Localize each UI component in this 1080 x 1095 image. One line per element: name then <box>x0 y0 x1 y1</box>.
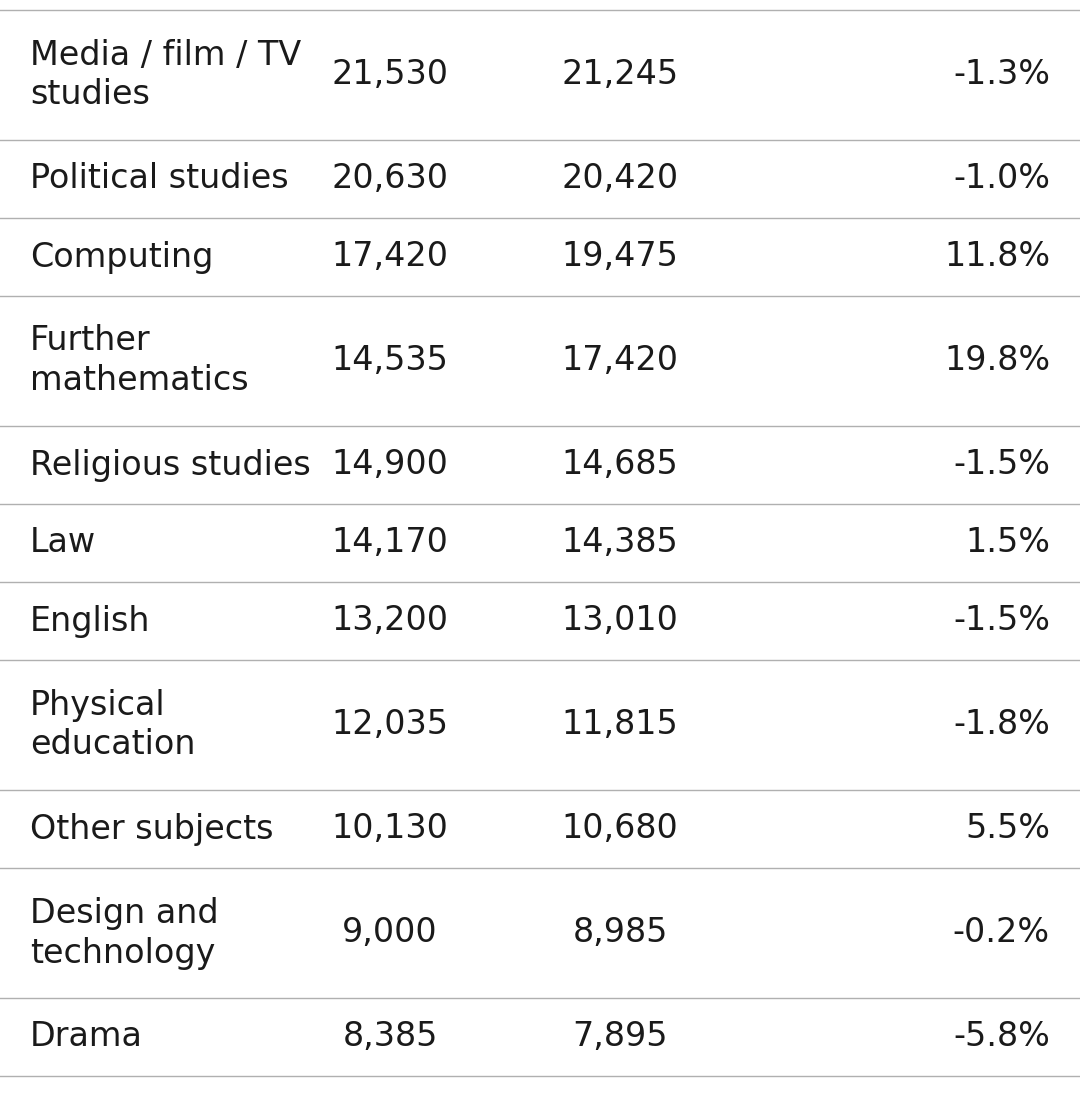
Text: 13,200: 13,200 <box>332 604 448 637</box>
Text: studies: studies <box>30 79 150 112</box>
Text: 19,475: 19,475 <box>562 241 678 274</box>
Text: Drama: Drama <box>30 1021 143 1053</box>
Text: 10,130: 10,130 <box>332 812 448 845</box>
Text: Other subjects: Other subjects <box>30 812 273 845</box>
Text: mathematics: mathematics <box>30 365 248 397</box>
Text: -1.5%: -1.5% <box>953 604 1050 637</box>
Text: 21,245: 21,245 <box>562 58 678 92</box>
Text: 19.8%: 19.8% <box>944 345 1050 378</box>
Text: 1.5%: 1.5% <box>966 527 1050 560</box>
Text: 5.5%: 5.5% <box>966 812 1050 845</box>
Text: -0.2%: -0.2% <box>953 917 1050 949</box>
Text: 14,170: 14,170 <box>332 527 448 560</box>
Text: 17,420: 17,420 <box>562 345 678 378</box>
Text: -1.8%: -1.8% <box>954 708 1050 741</box>
Text: 14,385: 14,385 <box>562 527 678 560</box>
Text: Media / film / TV: Media / film / TV <box>30 38 301 71</box>
Text: Design and: Design and <box>30 897 218 930</box>
Text: 14,900: 14,900 <box>332 449 448 482</box>
Text: 13,010: 13,010 <box>562 604 678 637</box>
Text: 12,035: 12,035 <box>332 708 448 741</box>
Text: 8,985: 8,985 <box>572 917 667 949</box>
Text: 11.8%: 11.8% <box>944 241 1050 274</box>
Text: 9,000: 9,000 <box>342 917 437 949</box>
Text: Computing: Computing <box>30 241 214 274</box>
Text: Further: Further <box>30 324 150 357</box>
Text: Religious studies: Religious studies <box>30 449 311 482</box>
Text: 21,530: 21,530 <box>332 58 448 92</box>
Text: education: education <box>30 728 195 761</box>
Text: Physical: Physical <box>30 689 165 722</box>
Text: 17,420: 17,420 <box>332 241 448 274</box>
Text: -1.5%: -1.5% <box>953 449 1050 482</box>
Text: 7,895: 7,895 <box>572 1021 667 1053</box>
Text: Law: Law <box>30 527 96 560</box>
Text: 10,680: 10,680 <box>562 812 678 845</box>
Text: 14,685: 14,685 <box>562 449 678 482</box>
Text: English: English <box>30 604 150 637</box>
Text: -5.8%: -5.8% <box>954 1021 1050 1053</box>
Text: -1.0%: -1.0% <box>953 162 1050 196</box>
Text: -1.3%: -1.3% <box>953 58 1050 92</box>
Text: 11,815: 11,815 <box>562 708 678 741</box>
Text: Political studies: Political studies <box>30 162 288 196</box>
Text: 20,420: 20,420 <box>562 162 678 196</box>
Text: 8,385: 8,385 <box>342 1021 437 1053</box>
Text: technology: technology <box>30 936 215 969</box>
Text: 14,535: 14,535 <box>332 345 448 378</box>
Text: 20,630: 20,630 <box>332 162 448 196</box>
